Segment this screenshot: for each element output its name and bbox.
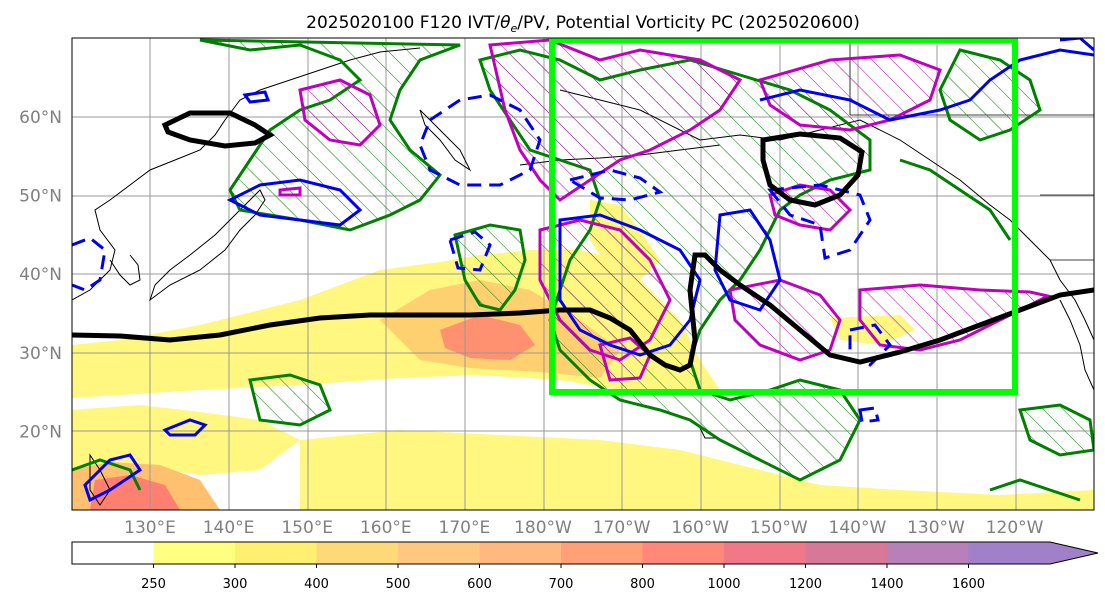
latitude-labels: 60°N 50°N 40°N 30°N 20°N <box>19 108 62 442</box>
latitude-label: 50°N <box>19 187 62 207</box>
colorbar-tick-label: 700 <box>549 577 574 592</box>
colorbar-tick-label: 400 <box>304 577 329 592</box>
longitude-label: 150°W <box>750 518 808 538</box>
coast-philippines <box>89 453 111 506</box>
pv-blue-e2 <box>1059 38 1094 52</box>
longitude-label: 130°W <box>907 518 965 538</box>
colorbar: 250 300 400 500 600 700 800 1000 1200 1400 1600 <box>71 541 1099 592</box>
coast-korea <box>109 254 141 286</box>
colorbar-segment <box>235 542 317 564</box>
pv-magenta-region-ne <box>757 53 942 132</box>
colorbar-tick-label: 250 <box>141 577 166 592</box>
pv-green-region-sw <box>248 373 332 427</box>
colorbar-tick-label: 1400 <box>870 577 903 592</box>
pv-magenta-region-nw <box>298 78 382 147</box>
colorbar-tick-label: 1000 <box>707 577 740 592</box>
longitude-label: 170°E <box>439 518 491 538</box>
colorbar-segment <box>805 542 888 564</box>
colorbar-segment <box>398 542 480 564</box>
colorbar-segment <box>724 542 806 564</box>
coast-na-west <box>1049 259 1094 341</box>
longitude-label: 130°E <box>124 518 176 538</box>
colorbar-frame <box>71 541 1099 565</box>
jet-ne-loop <box>760 131 865 208</box>
map-frame <box>71 37 1095 511</box>
ivt-band-light-south <box>72 405 1094 510</box>
latitude-label: 30°N <box>19 344 62 364</box>
longitude-label: 180°W <box>514 518 572 538</box>
pv-blue-dash-3 <box>448 230 492 272</box>
pv-blue-dash-1 <box>72 236 107 292</box>
longitude-label: 150°E <box>281 518 333 538</box>
longitude-labels: 130°E 140°E 150°E 160°E 170°E 180°W 170°W 160°W… <box>124 518 1044 538</box>
colorbar-segment <box>968 542 1098 564</box>
pv-magenta-region-south <box>598 336 652 382</box>
longitude-label: 170°W <box>593 518 651 538</box>
map-panel <box>72 38 1094 510</box>
latitude-label: 60°N <box>19 108 62 128</box>
colorbar-segment <box>561 542 643 564</box>
colorbar-segment <box>479 542 562 564</box>
pv-blue-n <box>242 90 271 104</box>
colorbar-tick-label: 800 <box>630 577 655 592</box>
colorbar-tick-label: 1200 <box>789 577 822 592</box>
ivt-band-light-southcentral <box>380 440 700 510</box>
map-title: 2025020100 F120 IVT/θe/PV, Potential Vor… <box>306 13 860 35</box>
pv-green-region-mid <box>453 223 527 312</box>
colorbar-tick-label: 1600 <box>952 577 985 592</box>
pv-blue-contours <box>72 38 1094 503</box>
pv-magenta-line-w <box>278 186 302 197</box>
longitude-label: 160°W <box>671 518 729 538</box>
pv-blue-sw <box>162 418 208 437</box>
colorbar-segment-under <box>72 542 154 564</box>
pv-green-line-e <box>899 158 1012 241</box>
pv-blue-nw <box>226 178 363 227</box>
jet-contours <box>72 110 1094 373</box>
ivt-high-core <box>440 315 535 360</box>
coast-baja <box>1059 299 1094 391</box>
pv-blue-ne <box>759 48 1094 122</box>
jet-nw-loop <box>161 110 275 149</box>
latitude-label: 20°N <box>19 422 62 442</box>
pv-blue-dash-4 <box>767 183 872 260</box>
jet-main <box>72 252 1094 373</box>
pv-blue-central <box>558 213 702 357</box>
longitude-label: 160°E <box>360 518 412 538</box>
colorbar-segment <box>153 542 236 564</box>
coast-asia <box>72 47 421 301</box>
colorbar-segment <box>642 542 725 564</box>
colorbar-tick-label: 600 <box>467 577 492 592</box>
colorbar-segment <box>316 542 399 564</box>
pv-green-line-se <box>989 478 1081 502</box>
pv-blue-east <box>713 208 782 312</box>
pv-blue-dash-2 <box>418 93 542 187</box>
pv-blue-sw2 <box>83 453 143 503</box>
longitude-label: 140°E <box>203 518 255 538</box>
longitude-label: 120°W <box>986 518 1044 538</box>
pv-blue-dash-6 <box>858 406 880 424</box>
pv-blue-dash-7 <box>566 168 664 202</box>
latitude-label: 40°N <box>19 265 62 285</box>
colorbar-segment <box>887 542 969 564</box>
longitude-label: 140°W <box>829 518 887 538</box>
ivt-high-sw <box>90 475 180 510</box>
region-box <box>549 38 1018 395</box>
pv-green-line-sw <box>72 458 142 491</box>
colorbar-tick-label: 500 <box>386 577 411 592</box>
pv-green-region-se <box>1017 403 1094 457</box>
colorbar-tick-label: 300 <box>223 577 248 592</box>
